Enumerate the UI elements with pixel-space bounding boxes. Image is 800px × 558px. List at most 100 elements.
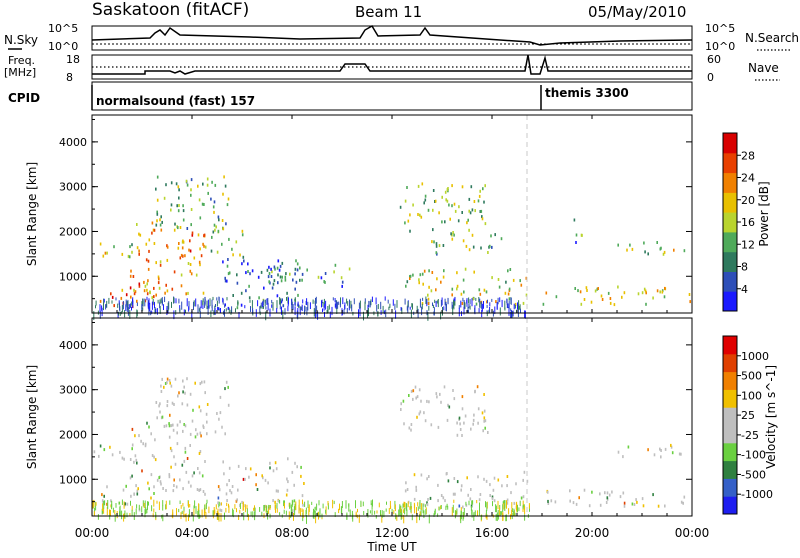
heatmap-cell xyxy=(119,511,121,516)
heatmap-cell xyxy=(522,495,525,499)
heatmap-cell xyxy=(304,501,306,507)
heatmap-cell xyxy=(282,304,285,308)
heatmap-cell xyxy=(166,404,169,408)
heatmap-cell xyxy=(429,496,432,500)
heatmap-cell xyxy=(480,301,482,309)
heatmap-cell xyxy=(500,237,503,241)
heatmap-cell xyxy=(660,246,662,250)
y-tick-label: 2000 xyxy=(59,225,87,238)
heatmap-cell xyxy=(241,233,244,237)
heatmap-cell xyxy=(369,301,371,308)
heatmap-cell xyxy=(272,282,275,286)
heatmap-cell xyxy=(470,427,472,431)
heatmap-cell xyxy=(245,467,247,471)
heatmap-cell xyxy=(161,415,164,419)
heatmap-cell xyxy=(223,175,225,179)
heatmap-cell xyxy=(619,495,622,499)
heatmap-cell xyxy=(152,298,154,305)
heatmap-cell xyxy=(358,309,359,318)
heatmap-cell xyxy=(195,298,197,307)
heatmap-cell xyxy=(124,510,126,519)
heatmap-cell xyxy=(164,296,166,303)
heatmap-cell xyxy=(293,499,296,503)
heatmap-cell xyxy=(221,242,223,246)
heatmap-cell xyxy=(451,184,453,188)
heatmap-cell xyxy=(392,299,394,306)
heatmap-cell xyxy=(110,509,111,516)
heatmap-cell xyxy=(248,296,251,300)
heatmap-cell xyxy=(301,278,303,282)
heatmap-cell xyxy=(286,291,288,295)
heatmap-cell xyxy=(474,510,476,517)
heatmap-cell xyxy=(432,228,434,232)
heatmap-cell xyxy=(452,307,454,316)
heatmap-cell xyxy=(416,305,418,311)
heatmap-cell xyxy=(528,503,530,509)
heatmap-cell xyxy=(345,500,347,509)
heatmap-cell xyxy=(451,233,453,237)
time-x-ticks: 00:00 04:00 08:00 12:00 16:00 20:00 00:00 xyxy=(75,115,709,540)
heatmap-cell xyxy=(326,310,328,314)
heatmap-cell xyxy=(240,303,243,307)
heatmap-cell xyxy=(129,513,131,517)
heatmap-cell xyxy=(472,418,475,422)
heatmap-cell xyxy=(225,380,228,384)
heatmap-cell xyxy=(461,395,464,399)
heatmap-cell xyxy=(475,302,478,306)
heatmap-cell xyxy=(291,499,293,507)
heatmap-cell xyxy=(141,304,143,312)
heatmap-cell xyxy=(235,308,236,313)
heatmap-cell xyxy=(164,382,167,385)
heatmap-cell xyxy=(433,240,435,244)
heatmap-cell xyxy=(271,286,274,290)
heatmap-cell xyxy=(393,510,395,515)
heatmap-cell xyxy=(358,302,360,309)
heatmap-cell xyxy=(110,292,112,296)
heatmap-cell xyxy=(190,272,193,276)
heatmap-cell xyxy=(380,301,382,310)
colorbar-segment xyxy=(723,133,737,154)
colorbar-segment xyxy=(723,371,737,390)
heatmap-cell xyxy=(506,501,509,505)
heatmap-cell xyxy=(143,502,145,509)
heatmap-cell xyxy=(162,487,164,490)
heatmap-cell xyxy=(652,493,654,497)
heatmap-cell xyxy=(462,297,464,302)
heatmap-cell xyxy=(291,470,294,474)
x-axis-label: Time UT xyxy=(366,540,417,554)
heatmap-cell xyxy=(399,506,401,516)
heatmap-cell xyxy=(145,242,148,246)
heatmap-cell xyxy=(323,303,325,308)
heatmap-cell xyxy=(299,307,301,316)
heatmap-cell xyxy=(217,508,219,515)
heatmap-cell xyxy=(306,298,308,306)
heatmap-cell xyxy=(637,292,640,296)
heatmap-cell xyxy=(202,300,204,306)
heatmap-cell xyxy=(218,218,220,222)
heatmap-cell xyxy=(179,500,181,505)
heatmap-cell xyxy=(263,505,265,511)
heatmap-cell xyxy=(216,412,218,415)
heatmap-cell xyxy=(422,509,424,514)
nsky-tick-bottom: 10^0 xyxy=(48,40,78,53)
heatmap-cell xyxy=(277,499,280,503)
heatmap-cell xyxy=(402,399,405,403)
heatmap-cell xyxy=(467,218,469,222)
heatmap-cell xyxy=(174,462,177,466)
heatmap-cell xyxy=(478,288,481,292)
heatmap-cell xyxy=(154,458,157,462)
heatmap-cell xyxy=(146,288,148,292)
heatmap-cell xyxy=(144,444,147,448)
heatmap-cell xyxy=(203,244,205,248)
heatmap-cell xyxy=(363,311,364,321)
heatmap-cell xyxy=(265,306,267,310)
heatmap-cell xyxy=(151,301,153,310)
heatmap-cell xyxy=(550,499,553,503)
heatmap-cell xyxy=(276,502,278,509)
heatmap-cell xyxy=(266,298,268,305)
heatmap-cell xyxy=(138,249,140,253)
heatmap-cell xyxy=(199,431,202,435)
heatmap-cell xyxy=(185,292,187,296)
heatmap-cell xyxy=(483,419,485,423)
heatmap-cell xyxy=(613,303,616,307)
